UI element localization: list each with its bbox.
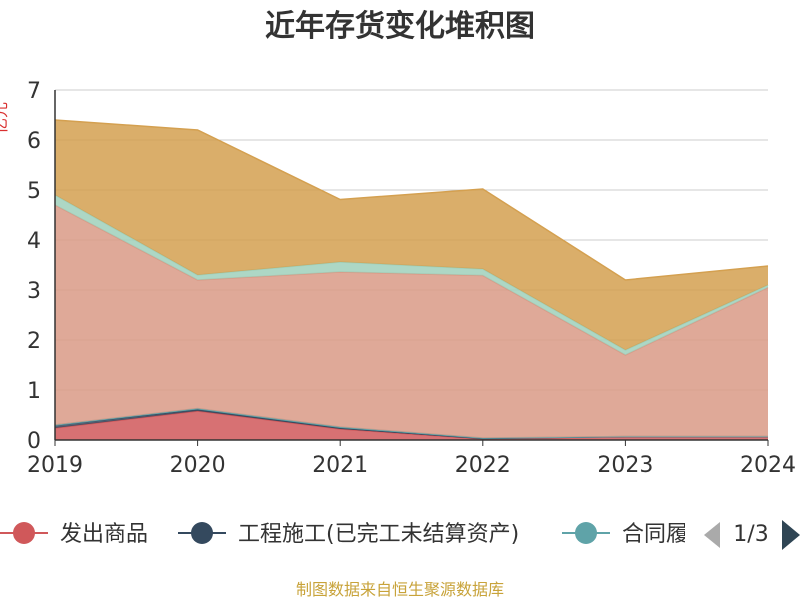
area-series-5: [55, 120, 768, 350]
legend-item[interactable]: 发出商品: [0, 522, 148, 547]
x-tick-label: 2021: [312, 453, 368, 478]
legend-label: 工程施工(已完工未结算资产): [238, 522, 519, 547]
x-tick-label: 2019: [27, 453, 83, 478]
legend-label: 合同履: [622, 522, 688, 547]
legend-item[interactable]: 工程施工(已完工未结算资产): [178, 522, 519, 547]
y-tick-label: 4: [27, 229, 41, 254]
area-series-0: [55, 411, 768, 440]
area-series-3: [55, 205, 768, 438]
x-tick-label: 2023: [597, 453, 653, 478]
y-tick-label: 6: [27, 129, 41, 154]
x-tick-label: 2024: [740, 453, 796, 478]
legend-marker: [575, 522, 597, 544]
source-note: 制图数据来自恒生聚源数据库: [296, 580, 504, 599]
area-series-group: [54, 119, 769, 440]
legend-next-icon[interactable]: [782, 520, 800, 550]
x-tick-label: 2020: [170, 453, 226, 478]
legend-marker: [13, 522, 35, 544]
legend-marker: [191, 522, 213, 544]
legend-prev-icon[interactable]: [704, 522, 720, 548]
y-tick-label: 0: [27, 429, 41, 454]
legend: 发出商品 工程施工(已完工未结算资产) 合同履 1/3: [0, 510, 800, 555]
legend-page-indicator: 1/3: [733, 522, 768, 547]
x-tick-label: 2022: [455, 453, 511, 478]
y-tick-label: 7: [27, 79, 41, 104]
legend-clip: [685, 510, 800, 555]
y-tick-label: 5: [27, 179, 41, 204]
legend-label: 发出商品: [60, 522, 148, 547]
series-line-5: [54, 119, 769, 281]
y-tick-label: 1: [27, 379, 41, 404]
legend-item[interactable]: 合同履: [562, 522, 688, 547]
axes: 0 1 2 3 4 5 6 7 2019 2020 2021 2022 2023 2024: [27, 79, 796, 478]
y-axis-label: 亿元: [0, 102, 10, 134]
y-tick-label: 2: [27, 329, 41, 354]
chart-title: 近年存货变化堆积图: [265, 9, 535, 44]
y-tick-label: 3: [27, 279, 41, 304]
